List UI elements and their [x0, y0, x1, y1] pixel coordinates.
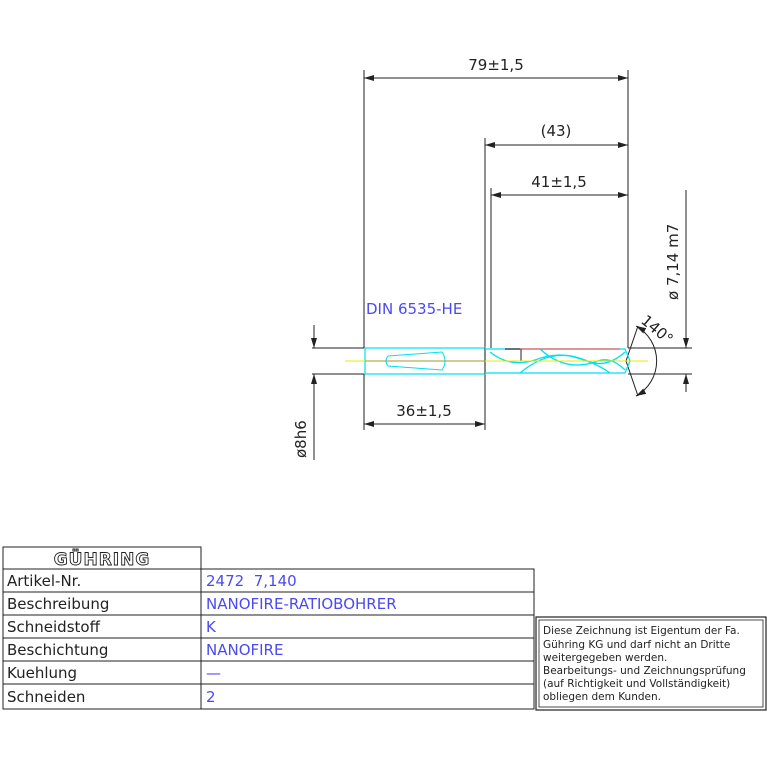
notice-line: weitergegeben werden.	[543, 652, 667, 664]
notice-line: Bearbeitungs- und Zeichnungsprüfung	[543, 665, 746, 677]
guehring-logo: GÜHRING	[54, 548, 151, 570]
row-value-kuehlung: —	[206, 664, 221, 682]
row-value-artikel: 2472 7,140	[206, 572, 297, 590]
row-label-kuehlung: Kuehlung	[7, 664, 77, 682]
row-value-schneidstoff: K	[206, 618, 217, 636]
point-angle-label: 140°	[637, 311, 676, 348]
row-label-beschreibung: Beschreibung	[7, 595, 109, 613]
row-label-beschichtung: Beschichtung	[7, 641, 108, 659]
dimension-lines	[311, 75, 689, 460]
notice-line: (auf Richtigkeit und Vollständigkeit)	[543, 678, 730, 690]
diameter-label: ø 7,14 m7	[664, 224, 682, 300]
overall-length-label: 79±1,5	[468, 56, 524, 74]
title-block	[2, 546, 767, 711]
title-block-rows: Artikel-Nr. 2472 7,140 Beschreibung NANO…	[7, 572, 397, 706]
clamping-flat	[385, 351, 446, 371]
flute-helix	[489, 348, 626, 374]
row-value-beschreibung: NANOFIRE-RATIOBOHRER	[206, 595, 397, 613]
dim-point-angle-arc	[635, 325, 658, 397]
flute-length-label: 41±1,5	[531, 173, 587, 191]
extension-lines	[363, 70, 692, 430]
row-label-artikel: Artikel-Nr.	[7, 572, 81, 590]
row-value-beschichtung: NANOFIRE	[206, 641, 283, 659]
row-value-schneiden: 2	[206, 688, 216, 706]
shank-length-label: 36±1,5	[396, 402, 452, 420]
shank-diameter-label: ø8h6	[292, 420, 310, 458]
notice-line: Diese Zeichnung ist Eigentum der Fa.	[543, 625, 740, 637]
notice-line: obliegen dem Kunden.	[543, 691, 661, 703]
row-label-schneiden: Schneiden	[7, 688, 85, 706]
row-label-schneidstoff: Schneidstoff	[7, 618, 101, 636]
shank-standard-label: DIN 6535-HE	[366, 300, 462, 318]
notice-line: Gühring KG und darf nicht an Dritte	[543, 639, 730, 651]
drill-body	[345, 347, 648, 375]
ownership-notice: Diese Zeichnung ist Eigentum der Fa. Güh…	[543, 625, 746, 703]
flute-ref-label: (43)	[541, 122, 572, 140]
